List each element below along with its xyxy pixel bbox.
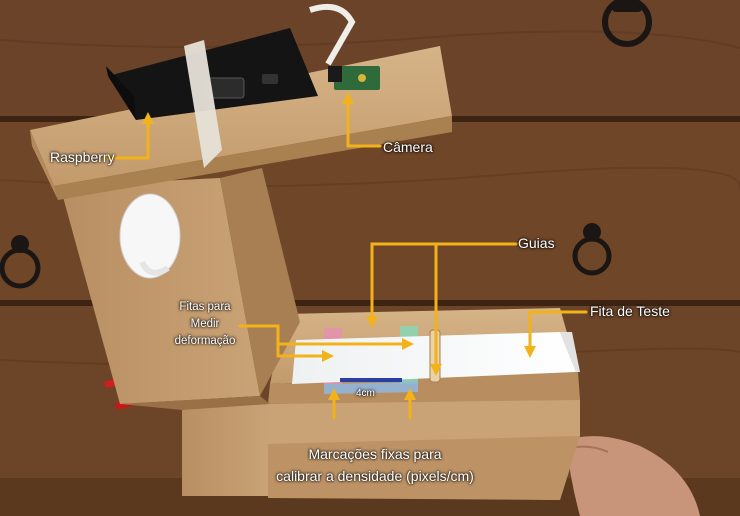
label-tapes-line1: Fitas para [179,301,231,313]
drawer-pull-ring-icon [602,0,652,47]
label-camera: Câmera [383,139,433,155]
wall-hook-icon [119,193,181,279]
label-test-strip: Fita de Teste [590,303,670,319]
tower [60,168,300,410]
label-scale: 4cm [356,388,375,399]
label-raspberry: Raspberry [50,149,115,165]
label-tapes-line3: deformação [174,335,236,347]
raspberry-pi-case-icon [106,4,356,168]
calibration-bar [340,378,402,382]
label-marks-line2: calibrar a densidade (pixels/cm) [276,468,474,484]
label-marks-line1: Marcações fixas para [308,446,442,462]
base-box [182,398,580,500]
drawer-pull-ring-icon [572,223,612,276]
camera-module-icon [328,66,380,90]
label-guides: Guias [518,235,555,251]
drawer-pull-ring-icon [0,235,41,289]
annotation-arrows [102,92,588,420]
label-tapes-line2: Medir [190,318,220,330]
